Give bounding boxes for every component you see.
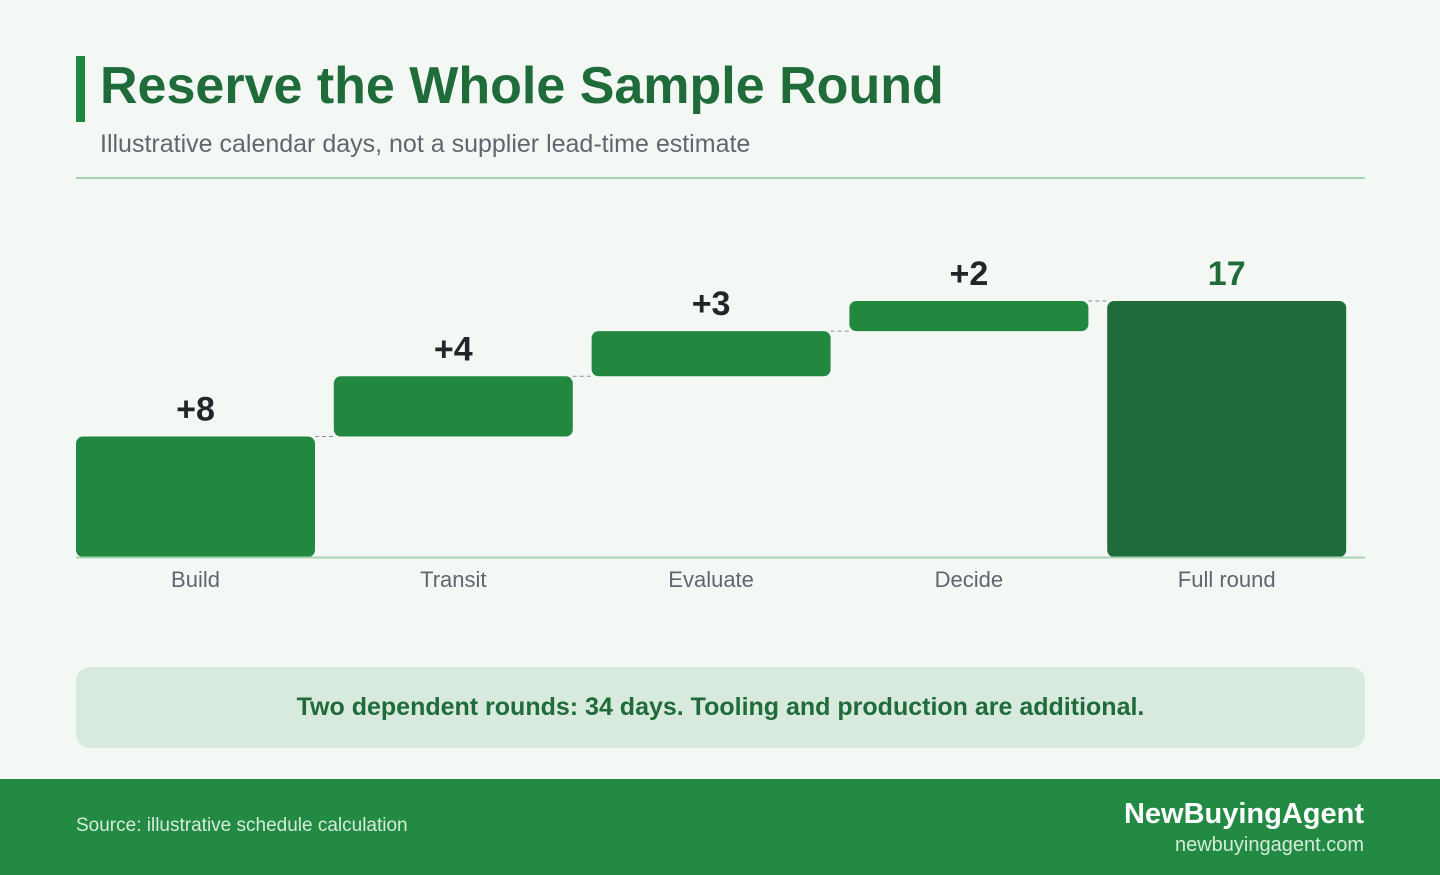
- page-title: Reserve the Whole Sample Round: [100, 57, 944, 115]
- source-note: Source: illustrative schedule calculatio…: [76, 815, 408, 836]
- bar-decide: [849, 301, 1089, 332]
- title-accent-bar: [76, 56, 85, 122]
- bar-transit: [333, 376, 573, 437]
- category-label: Full round: [1178, 567, 1276, 592]
- data-label: +4: [434, 330, 473, 368]
- brand-name: NewBuyingAgent: [1123, 798, 1364, 830]
- data-label: +8: [176, 391, 215, 429]
- page-subtitle: Illustrative calendar days, not a suppli…: [100, 130, 751, 158]
- brand-block: NewBuyingAgent newbuyingagent.com: [1124, 797, 1364, 859]
- bar-build: [76, 436, 315, 557]
- data-label: +3: [692, 285, 731, 323]
- data-label: 17: [1208, 255, 1246, 293]
- category-label: Evaluate: [668, 567, 754, 592]
- summary-callout: Two dependent rounds: 34 days. Tooling a…: [76, 667, 1365, 748]
- category-label: Build: [171, 567, 220, 592]
- waterfall-chart: +8 Build +4 Transit +3 Evaluate +2 Decide 17 Full…: [76, 255, 1365, 592]
- footer: Source: illustrative schedule calculatio…: [0, 779, 1440, 875]
- summary-callout-text: Two dependent rounds: 34 days. Tooling a…: [296, 693, 1145, 721]
- category-label: Transit: [420, 567, 486, 592]
- data-label: +2: [950, 255, 989, 293]
- category-label: Decide: [935, 567, 1003, 592]
- bar-full-round: [1107, 301, 1347, 557]
- brand-url: newbuyingagent.com: [1174, 834, 1364, 856]
- header-divider: [76, 177, 1365, 179]
- bar-evaluate: [591, 331, 831, 377]
